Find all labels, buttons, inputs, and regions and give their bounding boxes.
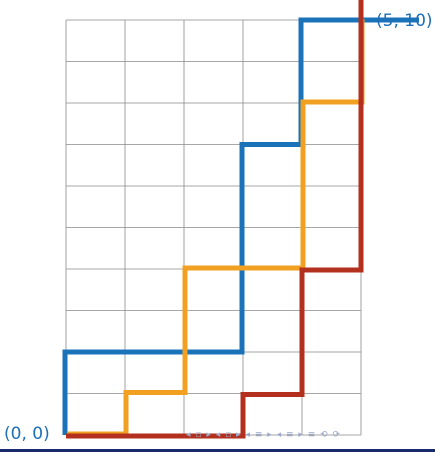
end-point-label: (5, 10) <box>376 11 433 31</box>
slide-navigation-controls[interactable]: ◂ ▫ ▸ ◂ ▫ ▸ ◂ ≡ ▸ ◂ ≡ ▸ ≡ ⟲ ⟳ <box>186 430 342 440</box>
start-point-label: (0, 0) <box>4 424 50 444</box>
bottom-bar <box>0 449 435 452</box>
lattice-path-2 <box>67 19 365 437</box>
lattice-path-3 <box>66 0 364 439</box>
lattice-paths <box>62 0 419 439</box>
lattice-path-1 <box>62 17 419 435</box>
grid <box>65 19 362 436</box>
